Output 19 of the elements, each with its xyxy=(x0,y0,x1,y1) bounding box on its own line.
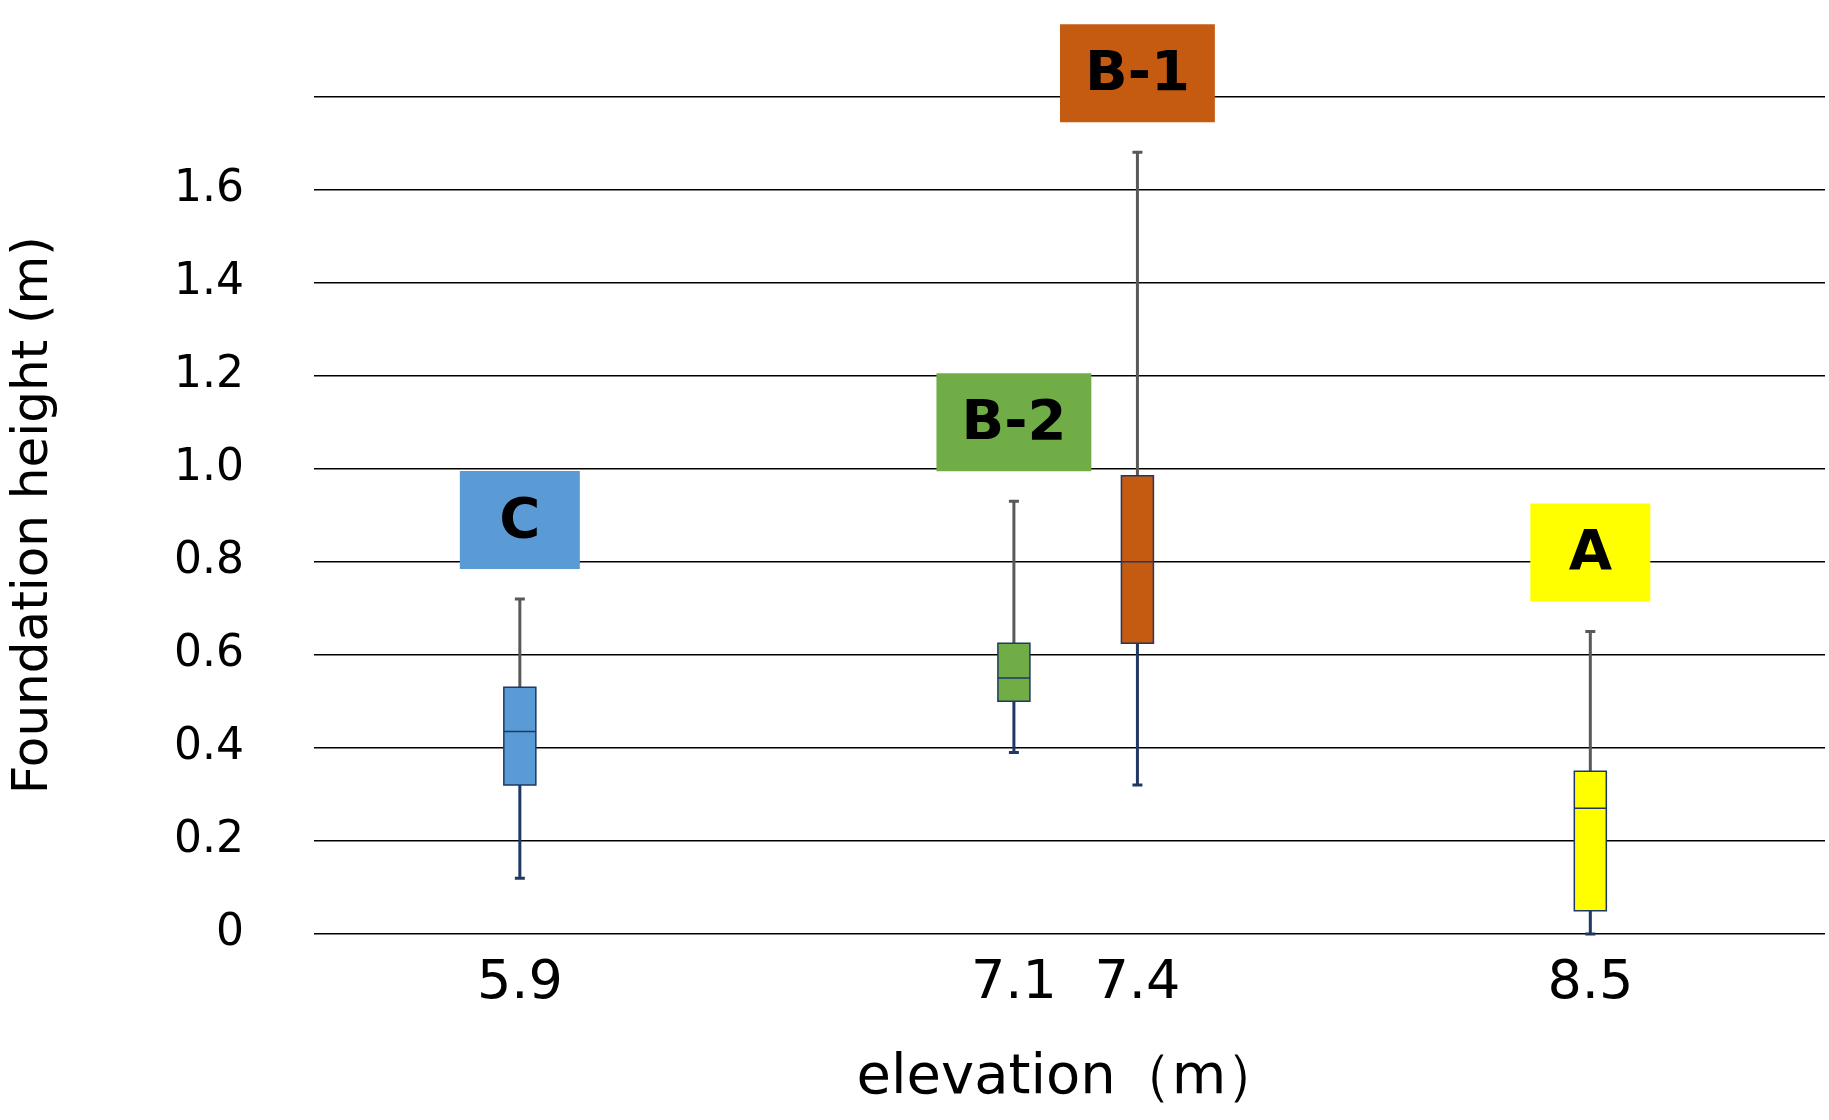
y-tick-label: 0.2 xyxy=(173,811,244,863)
x-tick-label: 5.9 xyxy=(476,948,563,1012)
y-tick-label: 0.8 xyxy=(173,532,244,584)
y-tick-label: 1.4 xyxy=(173,252,244,304)
y-tick-label: 0.6 xyxy=(173,625,244,677)
x-tick-label: 8.5 xyxy=(1547,948,1634,1012)
y-tick-label: 0 xyxy=(215,904,244,956)
x-axis-title: elevation（m） xyxy=(856,1040,1283,1106)
text: A xyxy=(1568,517,1613,583)
y-tick-label: 1.0 xyxy=(173,439,244,491)
text: B-2 xyxy=(961,386,1067,452)
y-tick-label: 0.4 xyxy=(173,718,244,770)
x-tick-label: 7.4 xyxy=(1094,948,1181,1012)
text: C xyxy=(499,484,541,550)
y-tick-label: 1.2 xyxy=(173,346,244,398)
x-tick-label: 7.1 xyxy=(970,948,1057,1012)
y-tick-label: 1.6 xyxy=(173,159,244,211)
text: B-1 xyxy=(1084,37,1190,103)
y-axis-title: Foundation height (m) xyxy=(0,236,59,795)
